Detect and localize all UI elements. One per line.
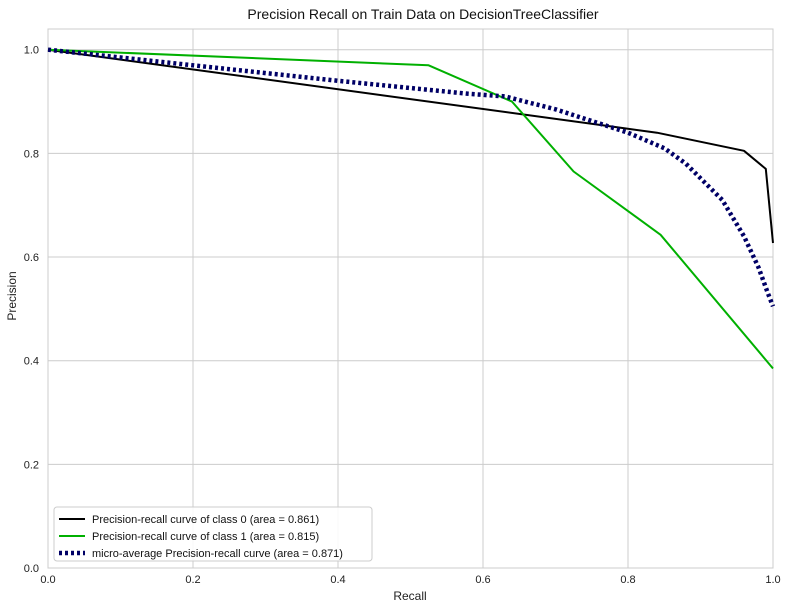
y-tick-label: 0.6 bbox=[24, 252, 39, 264]
series-line-2 bbox=[47, 47, 776, 308]
y-tick-label: 1.0 bbox=[24, 45, 39, 57]
series-line-1 bbox=[47, 48, 774, 370]
legend-label-0: Precision-recall curve of class 0 (area … bbox=[92, 514, 319, 526]
x-tick-label: 0.6 bbox=[475, 574, 490, 586]
y-tick-label: 0.8 bbox=[24, 148, 39, 160]
legend-box bbox=[53, 506, 373, 562]
legend: Precision-recall curve of class 0 (area … bbox=[53, 506, 373, 562]
legend-label-1: Precision-recall curve of class 1 (area … bbox=[92, 531, 319, 543]
y-tick-label: 0.2 bbox=[24, 459, 39, 471]
x-tick-label: 0.0 bbox=[40, 574, 55, 586]
x-tick-label: 0.8 bbox=[620, 574, 635, 586]
x-tick-label: 0.4 bbox=[330, 574, 345, 586]
tick-labels: 0.0 0.2 0.4 0.6 0.8 1.0 0.0 0.2 0.4 0.6 0.8 1.0 bbox=[24, 45, 781, 586]
grid-lines bbox=[47, 29, 774, 569]
x-tick-label: 0.2 bbox=[185, 574, 200, 586]
series-line-0 bbox=[47, 48, 774, 244]
y-tick-label: 0.4 bbox=[24, 356, 39, 368]
chart-title: Precision Recall on Train Data on Decisi… bbox=[247, 6, 599, 22]
plot-area bbox=[47, 28, 774, 569]
y-tick-label: 0.0 bbox=[24, 563, 39, 575]
y-axis-label: Precision bbox=[5, 271, 19, 320]
legend-label-2: micro-average Precision-recall curve (ar… bbox=[92, 548, 343, 560]
series-layer bbox=[47, 47, 776, 370]
x-axis-label: Recall bbox=[393, 589, 426, 603]
x-tick-label: 1.0 bbox=[765, 574, 780, 586]
